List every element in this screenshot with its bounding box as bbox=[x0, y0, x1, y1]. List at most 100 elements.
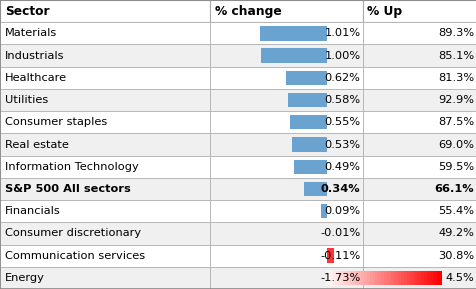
Text: Information Technology: Information Technology bbox=[5, 162, 138, 172]
Bar bbox=[209, 134, 362, 155]
Bar bbox=[294, 160, 326, 174]
Text: Consumer staples: Consumer staples bbox=[5, 117, 107, 127]
Text: 4.5%: 4.5% bbox=[445, 273, 473, 283]
Text: 49.2%: 49.2% bbox=[437, 228, 473, 238]
Text: 81.3%: 81.3% bbox=[437, 73, 473, 83]
Bar bbox=[362, 67, 476, 89]
Text: Sector: Sector bbox=[5, 5, 50, 18]
Bar bbox=[209, 0, 362, 22]
Bar bbox=[209, 267, 362, 289]
Bar bbox=[362, 45, 476, 67]
Bar bbox=[352, 271, 355, 285]
Bar bbox=[209, 22, 362, 45]
Text: 0.49%: 0.49% bbox=[324, 162, 360, 172]
Bar bbox=[326, 271, 329, 285]
Bar bbox=[332, 271, 335, 285]
Bar bbox=[389, 271, 392, 285]
Bar bbox=[426, 271, 429, 285]
Text: -0.01%: -0.01% bbox=[320, 228, 360, 238]
Bar bbox=[363, 271, 367, 285]
Bar bbox=[435, 271, 438, 285]
Bar bbox=[335, 271, 338, 285]
Bar bbox=[304, 182, 326, 196]
Bar bbox=[209, 111, 362, 134]
Bar bbox=[0, 22, 209, 45]
Bar bbox=[377, 271, 381, 285]
Text: Consumer discretionary: Consumer discretionary bbox=[5, 228, 140, 238]
Text: Financials: Financials bbox=[5, 206, 60, 216]
Bar bbox=[380, 271, 384, 285]
Bar bbox=[362, 22, 476, 45]
Bar bbox=[291, 137, 326, 152]
Bar bbox=[209, 67, 362, 89]
Bar bbox=[432, 271, 435, 285]
Bar bbox=[403, 271, 407, 285]
Text: 0.09%: 0.09% bbox=[324, 206, 360, 216]
Bar bbox=[355, 271, 358, 285]
Bar bbox=[397, 271, 401, 285]
Text: 66.1%: 66.1% bbox=[434, 184, 473, 194]
Text: 55.4%: 55.4% bbox=[437, 206, 473, 216]
Bar bbox=[290, 115, 326, 129]
Text: Healthcare: Healthcare bbox=[5, 73, 67, 83]
Bar bbox=[0, 111, 209, 134]
Bar bbox=[420, 271, 424, 285]
Bar bbox=[288, 93, 326, 107]
Text: 85.1%: 85.1% bbox=[437, 51, 473, 61]
Bar bbox=[209, 222, 362, 244]
Bar bbox=[415, 271, 418, 285]
Bar bbox=[0, 178, 209, 200]
Bar bbox=[366, 271, 369, 285]
Bar bbox=[285, 71, 326, 85]
Bar bbox=[362, 134, 476, 155]
Bar bbox=[362, 155, 476, 178]
Text: Communication services: Communication services bbox=[5, 251, 145, 261]
Text: 1.01%: 1.01% bbox=[324, 28, 360, 38]
Text: Energy: Energy bbox=[5, 273, 45, 283]
Bar bbox=[369, 271, 372, 285]
Bar bbox=[0, 89, 209, 111]
Text: 0.53%: 0.53% bbox=[324, 140, 360, 149]
Bar bbox=[337, 271, 341, 285]
Bar bbox=[326, 226, 327, 241]
Bar bbox=[362, 244, 476, 267]
Bar bbox=[412, 271, 415, 285]
Bar bbox=[375, 271, 378, 285]
Bar bbox=[329, 271, 332, 285]
Bar bbox=[0, 267, 209, 289]
Bar bbox=[362, 178, 476, 200]
Bar bbox=[362, 111, 476, 134]
Bar bbox=[343, 271, 347, 285]
Text: 30.8%: 30.8% bbox=[437, 251, 473, 261]
Bar bbox=[0, 222, 209, 244]
Text: 0.58%: 0.58% bbox=[324, 95, 360, 105]
Text: 0.34%: 0.34% bbox=[320, 184, 360, 194]
Bar bbox=[209, 155, 362, 178]
Text: 59.5%: 59.5% bbox=[437, 162, 473, 172]
Bar bbox=[0, 134, 209, 155]
Bar bbox=[340, 271, 344, 285]
Bar bbox=[259, 26, 326, 40]
Text: -0.11%: -0.11% bbox=[320, 251, 360, 261]
Bar bbox=[260, 48, 326, 63]
Bar bbox=[386, 271, 389, 285]
Bar bbox=[362, 267, 476, 289]
Bar bbox=[349, 271, 352, 285]
Bar bbox=[0, 155, 209, 178]
Text: 89.3%: 89.3% bbox=[437, 28, 473, 38]
Bar bbox=[417, 271, 421, 285]
Bar bbox=[209, 89, 362, 111]
Bar bbox=[320, 204, 326, 218]
Bar bbox=[209, 200, 362, 222]
Text: Industrials: Industrials bbox=[5, 51, 64, 61]
Text: 92.9%: 92.9% bbox=[437, 95, 473, 105]
Bar bbox=[406, 271, 409, 285]
Text: 1.00%: 1.00% bbox=[324, 51, 360, 61]
Bar bbox=[326, 249, 333, 263]
Bar bbox=[362, 222, 476, 244]
Bar bbox=[429, 271, 432, 285]
Bar bbox=[362, 89, 476, 111]
Text: Utilities: Utilities bbox=[5, 95, 48, 105]
Bar bbox=[362, 200, 476, 222]
Text: S&P 500 All sectors: S&P 500 All sectors bbox=[5, 184, 130, 194]
